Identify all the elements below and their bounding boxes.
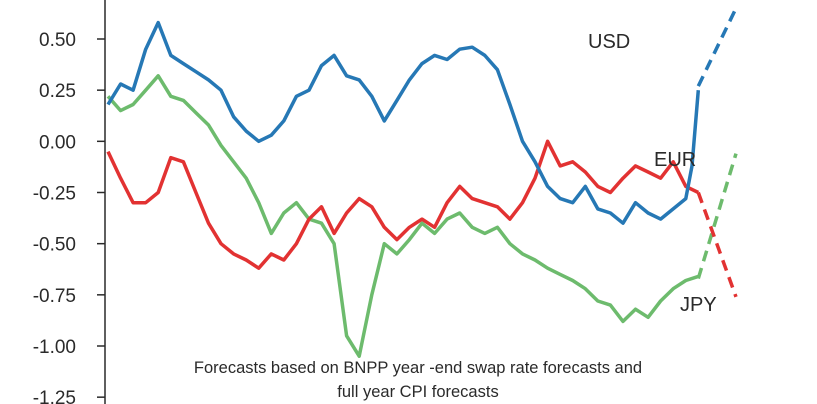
y-tick-label: -0.50 [33, 235, 76, 256]
usd-history-line [106, 20, 701, 225]
series-lines [106, 7, 738, 358]
jpy-forecast-line [696, 191, 738, 298]
eur-forecast-line [696, 153, 738, 280]
y-tick-label: 0.00 [39, 132, 76, 153]
y-tick-label: -1.00 [33, 337, 76, 358]
y-tick-label: -1.25 [33, 388, 76, 404]
y-tick-label: 0.50 [39, 30, 76, 51]
eur-series-label: EUR [654, 149, 696, 171]
y-axis-ticks: 0.50 0.25 0.00 -0.25 -0.50 -0.75 -1.00 -1.25 [33, 30, 105, 404]
usd-series-label: USD [588, 31, 630, 53]
y-tick-label: 0.25 [39, 81, 76, 102]
jpy-series-label: JPY [680, 294, 717, 316]
usd-forecast-line [696, 7, 738, 87]
forecast-note-line-2: full year CPI forecasts [337, 383, 498, 401]
y-tick-label: -0.25 [33, 184, 76, 205]
jpy-history-line [106, 139, 700, 270]
forecast-note-line-1: Forecasts based on BNPP year -end swap r… [194, 359, 642, 377]
eur-history-line [106, 74, 699, 358]
y-tick-label: -0.75 [33, 286, 76, 307]
series-labels: USD EUR JPY [588, 31, 717, 316]
